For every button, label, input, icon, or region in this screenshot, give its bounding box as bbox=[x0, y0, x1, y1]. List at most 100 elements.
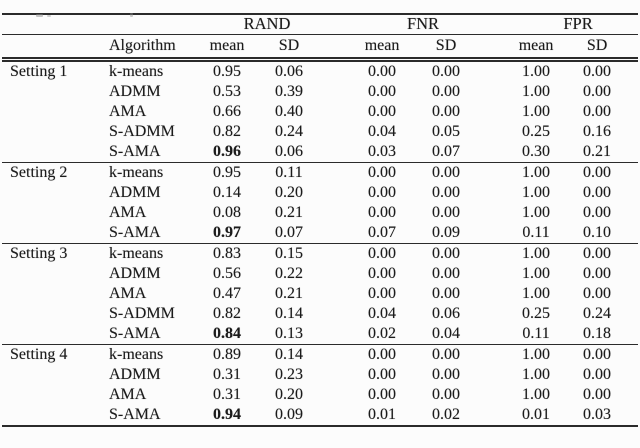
table-row: S-ADMM 0.82 0.14 0.04 0.06 0.25 0.24 bbox=[2, 304, 638, 324]
value-cell: 0.05 bbox=[432, 123, 461, 140]
algorithm-label: S-ADMM bbox=[109, 123, 175, 140]
value-cell: 0.14 bbox=[257, 344, 322, 365]
empty-cell bbox=[2, 284, 101, 304]
algorithm-label: AMA bbox=[109, 386, 147, 403]
column-gap bbox=[321, 122, 350, 142]
algorithm-label: S-AMA bbox=[109, 325, 161, 342]
column-gap bbox=[321, 304, 350, 324]
value-cell: 0.00 bbox=[432, 386, 461, 403]
algorithm-label: k-means bbox=[101, 243, 197, 264]
column-gap bbox=[478, 385, 504, 405]
row-filler bbox=[626, 122, 638, 142]
table-row: Setting 2 k-means 0.95 0.11 0.00 0.00 1.00 0.00 bbox=[2, 162, 638, 183]
value-cell: 0.94 bbox=[213, 406, 241, 423]
column-gap bbox=[478, 243, 505, 264]
table-body: Setting 1 k-means 0.95 0.06 0.00 0.00 1.00 0.00… bbox=[2, 60, 638, 427]
value-cell: 0.24 bbox=[583, 305, 612, 322]
row-filler bbox=[626, 405, 638, 426]
value-cell: 0.89 bbox=[197, 344, 257, 365]
value-cell: 0.02 bbox=[432, 406, 461, 423]
column-gap bbox=[321, 284, 350, 304]
setting-label: Setting 3 bbox=[2, 243, 101, 264]
value-cell: 0.96 bbox=[213, 143, 241, 160]
table-row: AMA 0.08 0.21 0.00 0.00 1.00 0.00 bbox=[2, 203, 638, 223]
value-cell: 0.00 bbox=[583, 63, 612, 80]
column-gap bbox=[321, 365, 350, 385]
row-filler bbox=[626, 60, 638, 83]
cropped-caption-remnant bbox=[0, 13, 640, 19]
value-cell: 0.00 bbox=[432, 184, 461, 201]
row-filler bbox=[626, 264, 638, 284]
value-cell: 0.00 bbox=[350, 243, 415, 264]
setting-label: Setting 4 bbox=[2, 344, 101, 365]
column-gap bbox=[321, 14, 351, 35]
column-gap bbox=[478, 223, 504, 244]
value-cell: 0.14 bbox=[213, 184, 241, 201]
value-cell: 1.00 bbox=[522, 386, 551, 403]
row-filler bbox=[626, 14, 638, 35]
value-cell: 0.14 bbox=[275, 305, 303, 322]
value-cell: 0.00 bbox=[568, 243, 627, 264]
value-cell: 0.31 bbox=[213, 366, 241, 383]
column-gap bbox=[478, 304, 504, 324]
value-cell: 0.84 bbox=[213, 325, 241, 342]
value-cell: 0.00 bbox=[568, 162, 627, 183]
value-cell: 1.00 bbox=[522, 63, 551, 80]
algorithm-label: k-means bbox=[101, 162, 197, 183]
value-cell: 0.00 bbox=[414, 162, 479, 183]
value-cell: 0.25 bbox=[522, 123, 551, 140]
table-row: S-AMA 0.94 0.09 0.01 0.02 0.01 0.03 bbox=[2, 405, 638, 426]
row-filler bbox=[626, 304, 638, 324]
column-gap bbox=[478, 82, 504, 102]
col-group-fpr: FPR bbox=[504, 14, 627, 35]
algorithm-label: ADMM bbox=[109, 184, 161, 201]
rand-sd-header: SD bbox=[257, 34, 322, 62]
table-row: S-ADMM 0.82 0.24 0.04 0.05 0.25 0.16 bbox=[2, 122, 638, 142]
value-cell: 0.00 bbox=[583, 204, 612, 221]
col-group-rand: RAND bbox=[197, 14, 322, 35]
value-cell: 0.22 bbox=[275, 265, 303, 282]
caption-speck bbox=[47, 15, 51, 17]
row-filler bbox=[626, 34, 638, 62]
value-cell: 0.00 bbox=[368, 184, 397, 201]
table-row: ADMM 0.14 0.20 0.00 0.00 1.00 0.00 bbox=[2, 183, 638, 203]
algorithm-label: k-means bbox=[109, 63, 164, 80]
value-cell: 0.06 bbox=[275, 63, 303, 80]
value-cell: 1.00 bbox=[522, 285, 551, 302]
table-row: ADMM 0.53 0.39 0.00 0.00 1.00 0.00 bbox=[2, 82, 638, 102]
value-cell: 0.00 bbox=[568, 344, 627, 365]
value-cell: 0.66 bbox=[213, 103, 241, 120]
empty-cell bbox=[2, 14, 101, 35]
value-cell: 0.04 bbox=[368, 123, 397, 140]
value-cell: 0.01 bbox=[522, 406, 551, 423]
column-gap bbox=[478, 162, 505, 183]
column-gap bbox=[478, 284, 504, 304]
value-cell: 0.01 bbox=[368, 406, 397, 423]
value-cell: 0.30 bbox=[522, 143, 551, 160]
row-filler bbox=[626, 365, 638, 385]
empty-cell bbox=[2, 122, 101, 142]
algorithm-label: ADMM bbox=[109, 83, 161, 100]
value-cell: 0.18 bbox=[583, 325, 612, 342]
empty-cell bbox=[2, 203, 101, 223]
empty-cell bbox=[2, 304, 101, 324]
empty-cell bbox=[2, 183, 101, 203]
empty-cell bbox=[2, 223, 101, 244]
value-cell: 1.00 bbox=[504, 344, 569, 365]
value-cell: 0.15 bbox=[257, 243, 322, 264]
table-row: ADMM 0.31 0.23 0.00 0.00 1.00 0.00 bbox=[2, 365, 638, 385]
value-cell: 0.21 bbox=[275, 285, 303, 302]
value-cell: 0.11 bbox=[522, 224, 550, 241]
value-cell: 0.24 bbox=[275, 123, 303, 140]
empty-cell bbox=[2, 34, 101, 62]
value-cell: 0.09 bbox=[275, 406, 303, 423]
value-cell: 0.02 bbox=[368, 325, 397, 342]
algorithm-label: S-ADMM bbox=[109, 305, 175, 322]
algorithm-label: k-means bbox=[101, 344, 197, 365]
column-gap bbox=[321, 82, 350, 102]
value-cell: 0.47 bbox=[213, 285, 241, 302]
column-gap bbox=[478, 324, 504, 345]
column-gap bbox=[321, 162, 351, 183]
value-cell: 0.00 bbox=[583, 285, 612, 302]
value-cell: 0.00 bbox=[368, 83, 397, 100]
